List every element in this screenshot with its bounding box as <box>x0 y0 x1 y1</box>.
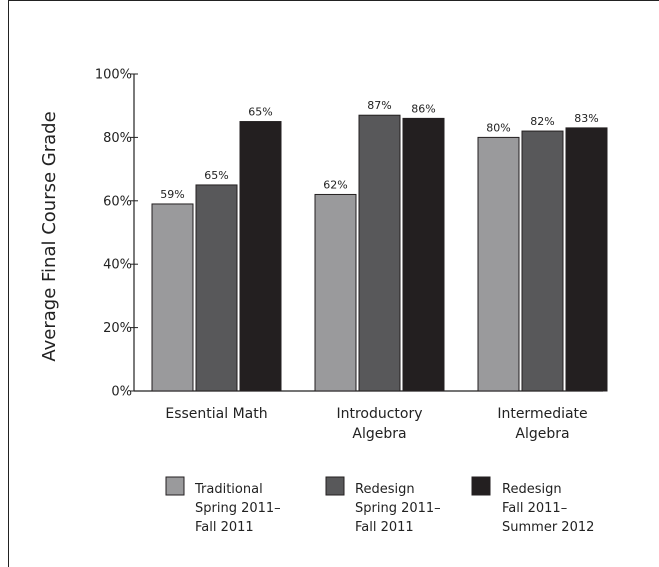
legend-label-line: Fall 2011 <box>355 520 414 535</box>
y-tick-label: 20% <box>103 321 132 336</box>
category-label-line: Essential Math <box>165 406 267 422</box>
legend-label-line: Summer 2012 <box>502 520 594 535</box>
y-tick-label: 60% <box>103 194 132 209</box>
labels-layer: 59% 65% 65% 62% 87% 86% 80% 82% 83% <box>160 99 598 201</box>
legend-layer: Traditional Spring 2011– Fall 2011Redesign… <box>165 476 594 535</box>
bar <box>565 127 608 392</box>
y-tick-label: 80% <box>103 131 132 146</box>
legend-label: Redesign Spring 2011– Fall 2011 <box>355 482 441 535</box>
y-axis-title-layer: Average Final Course Grade <box>39 111 60 361</box>
category-label-line: Introductory <box>336 406 422 422</box>
categories-layer: Essential Math Introductory AlgebraInterme… <box>165 406 587 442</box>
bar <box>239 121 282 392</box>
category-label: Intermediate Algebra <box>497 406 587 442</box>
chart-frame <box>8 0 659 567</box>
legend-label-line: Redesign <box>355 482 415 497</box>
legend-label-line: Traditional <box>194 482 263 497</box>
bar <box>477 136 520 392</box>
bar <box>402 117 445 392</box>
category-label: Introductory Algebra <box>336 406 422 442</box>
legend-label-line: Redesign <box>502 482 562 497</box>
bar <box>151 203 194 392</box>
bar-data-label: 82% <box>530 115 554 128</box>
bar <box>195 184 238 392</box>
bar-data-label: 80% <box>486 121 510 134</box>
bar <box>314 193 357 392</box>
category-label-line: Algebra <box>352 426 406 442</box>
bar-data-label: 86% <box>411 102 435 115</box>
legend-label: Redesign Fall 2011– Summer 2012 <box>502 482 594 535</box>
y-tick-label: 0% <box>111 385 132 400</box>
bar-data-label: 59% <box>160 188 184 201</box>
y-tick-label: 40% <box>103 258 132 273</box>
legend-swatch <box>165 476 185 496</box>
y-axis-title: Average Final Course Grade <box>39 111 60 361</box>
bar-data-label: 65% <box>248 106 272 119</box>
legend-label-line: Fall 2011 <box>195 520 254 535</box>
legend-swatch <box>471 476 491 496</box>
category-label-line: Algebra <box>515 426 569 442</box>
legend-label-line: Spring 2011– <box>355 501 441 516</box>
bars-layer <box>151 114 608 392</box>
bar-data-label: 83% <box>574 112 598 125</box>
bar-data-label: 87% <box>367 99 391 112</box>
category-label-line: Intermediate <box>497 406 587 422</box>
bar-data-label: 65% <box>204 169 228 182</box>
y-tick-label: 100% <box>95 68 132 83</box>
legend-label-line: Spring 2011– <box>195 501 281 516</box>
bar-data-label: 62% <box>323 178 347 191</box>
bar <box>521 130 564 392</box>
legend-label-line: Fall 2011– <box>502 501 567 516</box>
bar <box>358 114 401 392</box>
legend-label: Traditional Spring 2011– Fall 2011 <box>194 482 281 535</box>
legend-swatch <box>325 476 345 496</box>
category-label: Essential Math <box>165 406 267 422</box>
